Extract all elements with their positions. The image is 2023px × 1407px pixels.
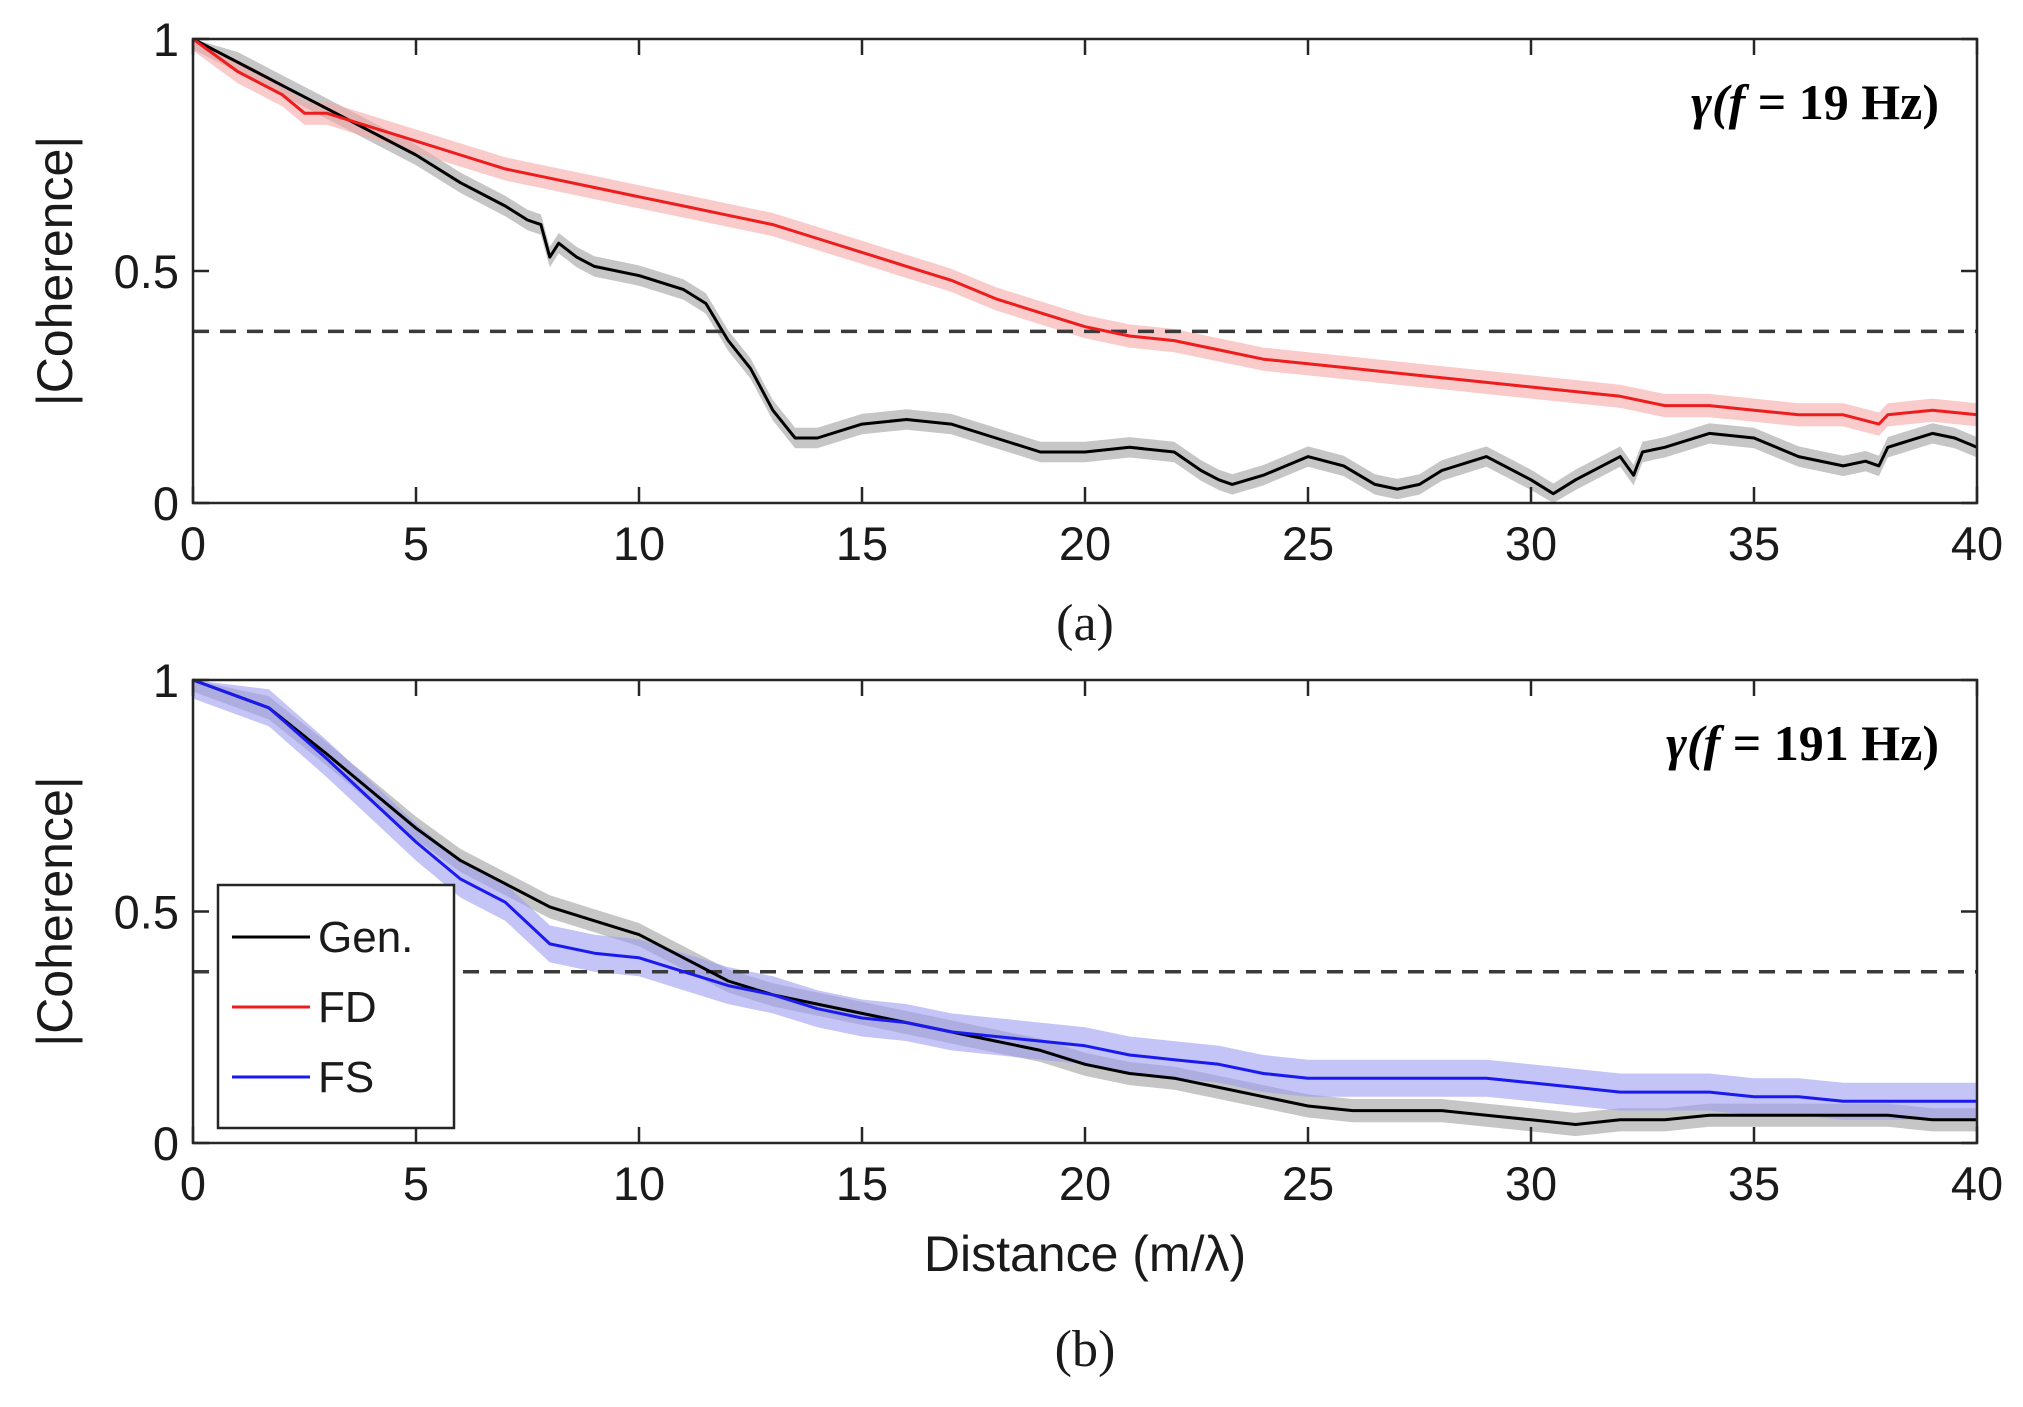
x-tick-label: 20 bbox=[1059, 517, 1111, 570]
panel-caption: (b) bbox=[1055, 1321, 1116, 1378]
x-tick-label: 15 bbox=[836, 1157, 888, 1210]
x-tick-label: 5 bbox=[403, 1157, 429, 1210]
legend-label: FS bbox=[318, 1053, 374, 1102]
series-line-fd bbox=[192, 37, 1978, 426]
series-line-fs bbox=[192, 678, 1977, 1103]
x-tick-label: 40 bbox=[1951, 1157, 2003, 1210]
x-tick-label: 30 bbox=[1505, 1157, 1557, 1210]
x-axis-label: Distance (m/λ) bbox=[924, 1226, 1246, 1282]
x-tick-label: 5 bbox=[403, 517, 429, 570]
y-tick-label: 1 bbox=[153, 13, 179, 66]
legend-label: FD bbox=[318, 983, 377, 1032]
y-tick-label: 0.5 bbox=[114, 886, 179, 939]
y-axis-label: |Coherence| bbox=[27, 776, 83, 1047]
panel-caption: (a) bbox=[1056, 595, 1114, 652]
x-tick-label: 10 bbox=[613, 517, 665, 570]
x-tick-label: 10 bbox=[613, 1157, 665, 1210]
y-tick-label: 0.5 bbox=[114, 245, 179, 298]
legend-label: Gen. bbox=[318, 913, 413, 962]
x-tick-label: 35 bbox=[1728, 517, 1780, 570]
y-tick-label: 0 bbox=[153, 1117, 179, 1170]
band-fs bbox=[193, 680, 1977, 1120]
series-line-gen bbox=[192, 37, 1978, 496]
x-tick-label: 0 bbox=[180, 1157, 206, 1210]
y-tick-label: 0 bbox=[153, 477, 179, 530]
x-tick-label: 25 bbox=[1282, 517, 1334, 570]
y-axis-label: |Coherence| bbox=[27, 136, 83, 407]
x-tick-label: 30 bbox=[1505, 517, 1557, 570]
frequency-annotation: γ(f = 191 Hz) bbox=[1666, 715, 1939, 771]
frequency-annotation: γ(f = 19 Hz) bbox=[1691, 74, 1939, 130]
y-tick-label: 1 bbox=[153, 654, 179, 707]
x-tick-label: 15 bbox=[836, 517, 888, 570]
chart-panel-2: 0 5 10 15 20 25 30 35 40 0 0.5 1 |Coherence| Distance… bbox=[27, 654, 2003, 1378]
chart-panel-1: 0 5 10 15 20 25 30 35 40 0 0.5 1 |Coherence| γ(f = 19… bbox=[27, 13, 2003, 652]
series-line-gen bbox=[192, 678, 1977, 1126]
x-tick-label: 25 bbox=[1282, 1157, 1334, 1210]
x-tick-label: 20 bbox=[1059, 1157, 1111, 1210]
x-tick-label: 0 bbox=[180, 517, 206, 570]
x-tick-label: 40 bbox=[1951, 517, 2003, 570]
x-tick-label: 35 bbox=[1728, 1157, 1780, 1210]
